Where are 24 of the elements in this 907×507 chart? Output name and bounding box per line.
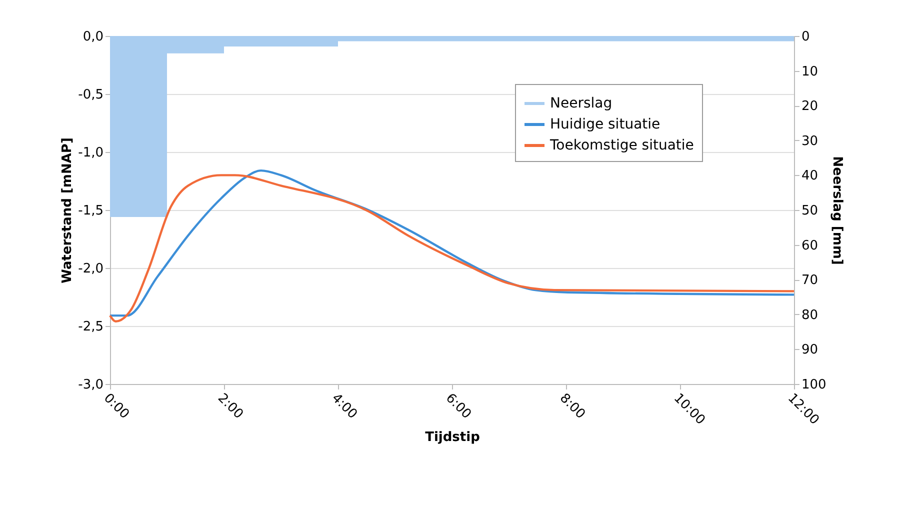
y-tick-label: 0,0 <box>82 30 104 44</box>
y-tick-label: -1,0 <box>78 146 104 160</box>
y2-tick-label: 80 <box>802 308 818 323</box>
y2-tick-label: 0 <box>802 30 810 44</box>
y2-tick-label: 100 <box>802 378 826 392</box>
legend-label: Neerslag <box>550 96 612 112</box>
y-axis-title: Waterstand [mNAP] <box>60 138 76 284</box>
y2-tick-label: 10 <box>802 64 818 80</box>
y2-tick-label: 40 <box>802 168 818 184</box>
y2-tick-label: 50 <box>802 204 818 218</box>
y2-tick-label: 90 <box>802 342 818 358</box>
y-tick-label: -3,0 <box>78 378 104 392</box>
y2-tick-label: 30 <box>802 134 818 149</box>
y-tick-label: -1,5 <box>78 204 104 218</box>
y-tick-label: -0,5 <box>78 88 104 102</box>
y-tick-label: -2,0 <box>78 262 104 276</box>
legend-label: Toekomstige situatie <box>549 138 694 154</box>
x-axis-title: Tijdstip <box>425 430 480 446</box>
y2-tick-label: 20 <box>802 99 818 114</box>
y2-axis-title: Neerslag [mm] <box>829 156 844 265</box>
y2-tick-label: 60 <box>802 238 818 254</box>
y-tick-label: -2,5 <box>78 320 104 334</box>
legend-label: Huidige situatie <box>550 116 660 132</box>
y2-tick-label: 70 <box>802 273 818 288</box>
